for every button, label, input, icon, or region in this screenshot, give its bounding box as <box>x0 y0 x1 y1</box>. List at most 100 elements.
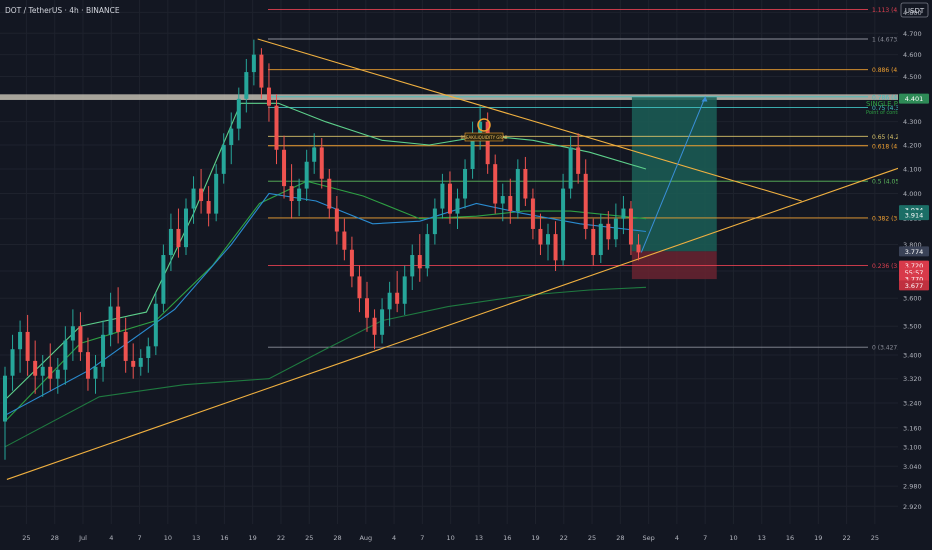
price-badge-single_print <box>899 93 929 104</box>
candle-body <box>251 54 256 73</box>
candle-body <box>455 198 460 214</box>
x-tick-label: 4 <box>109 534 113 542</box>
candle-body <box>146 346 151 358</box>
candle-body <box>153 303 158 347</box>
price-badge-label: 3.770 <box>905 276 924 284</box>
candle-body <box>312 147 317 162</box>
y-tick-label: 4.000 <box>903 190 922 198</box>
y-tick-label: 3.240 <box>903 399 922 407</box>
candle-body <box>289 186 294 202</box>
x-tick-label: 10 <box>729 534 737 542</box>
fib-level-label: 0 (3.427) <box>872 345 900 352</box>
fib-level-label: 0.75 (4.362) <box>872 105 909 112</box>
candle-body <box>349 249 354 277</box>
chart-title: DOT / TetherUS · 4h · BINANCE <box>5 6 120 15</box>
x-tick-label: 22 <box>277 534 285 542</box>
y-tick-label: 4.500 <box>903 73 922 81</box>
candle-body <box>161 255 166 304</box>
liquidity-marker-circle <box>477 118 491 132</box>
candle-body <box>70 326 75 341</box>
x-tick-label: 25 <box>305 534 313 542</box>
x-tick-label: 22 <box>560 534 568 542</box>
candle-body <box>576 147 581 174</box>
annotation-layer: SINGLE PRINT Point of control BREAK/LIQU… <box>460 100 915 142</box>
liquidity-marker-box <box>464 132 504 142</box>
candle-body <box>515 168 520 212</box>
candle-body <box>3 375 7 422</box>
price-badge-label: 3.720 <box>905 262 924 270</box>
candle-body <box>493 164 498 204</box>
candle-body <box>463 168 468 199</box>
x-tick-label: 13 <box>475 534 483 542</box>
candle-body <box>342 231 347 250</box>
y-tick-label: 2.920 <box>903 503 922 511</box>
candle-body <box>553 234 558 261</box>
trendline-descending <box>257 38 802 202</box>
candle-body <box>425 234 430 269</box>
y-tick-label: 3.040 <box>903 463 922 471</box>
candle-body <box>221 145 226 174</box>
candle-body <box>334 208 339 232</box>
x-tick-label: 7 <box>703 534 707 542</box>
x-tick-label: 4 <box>675 534 679 542</box>
candle-body <box>199 188 204 202</box>
candle-body <box>55 369 60 379</box>
y-tick-label: 3.100 <box>903 443 922 451</box>
candle-body <box>116 306 121 332</box>
candle-body <box>470 135 475 169</box>
candle-body <box>229 128 234 146</box>
price-badge-last_close <box>899 246 929 257</box>
candle-body <box>304 161 309 189</box>
x-tick-label: 28 <box>616 534 624 542</box>
x-tick-label: 16 <box>220 534 228 542</box>
candle-body <box>206 201 211 214</box>
price-badge-stop <box>899 280 929 291</box>
x-tick-label: 13 <box>758 534 766 542</box>
x-tick-label: 19 <box>249 534 257 542</box>
candle-body <box>123 331 128 361</box>
candle-body <box>25 331 30 361</box>
candle-body <box>402 276 407 304</box>
candle-body <box>365 298 369 318</box>
y-tick-label: 4.600 <box>903 51 922 59</box>
fib-level-label: 0.382 (3.903) <box>872 215 913 222</box>
single-print-label: SINGLE PRINT <box>866 100 915 108</box>
candle-body <box>319 147 324 179</box>
candle-body <box>395 292 400 304</box>
x-tick-label: 19 <box>814 534 822 542</box>
fib-level-label: 0.886 (4.531) <box>872 67 913 74</box>
candle-body <box>447 183 452 214</box>
x-tick-label: Aug <box>359 534 372 542</box>
candle-body <box>259 54 264 88</box>
candle-body <box>48 366 53 379</box>
currency-badge-box[interactable] <box>900 2 929 18</box>
price-badge-long_target <box>899 210 929 221</box>
y-tick-label: 4.300 <box>903 118 922 126</box>
header: DOT / TetherUS · 4h · BINANCE USDT <box>5 2 929 18</box>
candle-body <box>168 228 173 256</box>
candle-body <box>432 208 437 235</box>
fib-level-label: 0.65 (4.237) <box>872 134 909 141</box>
candle-body <box>10 349 15 376</box>
price-badge-label: 4.401 <box>905 95 924 103</box>
y-tick-label: 3.160 <box>903 424 922 432</box>
x-tick-label: 25 <box>22 534 30 542</box>
price-badge-label: 3.677 <box>905 282 924 290</box>
y-tick-label: 3.800 <box>903 241 922 249</box>
x-tick-label: 16 <box>503 534 511 542</box>
y-tick-label: 4.100 <box>903 165 922 173</box>
candle-body <box>93 366 98 379</box>
y-tick-label: 3.320 <box>903 375 922 383</box>
x-tick-label: 19 <box>531 534 539 542</box>
currency-badge[interactable]: USDT <box>905 7 925 15</box>
candle-layer <box>3 39 641 460</box>
candle-body <box>138 357 143 367</box>
candle-body <box>131 360 136 367</box>
y-tick-label: 3.400 <box>903 352 922 360</box>
candle-body <box>297 188 302 202</box>
x-tick-label: 22 <box>842 534 850 542</box>
candle-body <box>598 223 603 256</box>
y-tick-label: 4.200 <box>903 142 922 150</box>
candle-body <box>530 198 535 229</box>
